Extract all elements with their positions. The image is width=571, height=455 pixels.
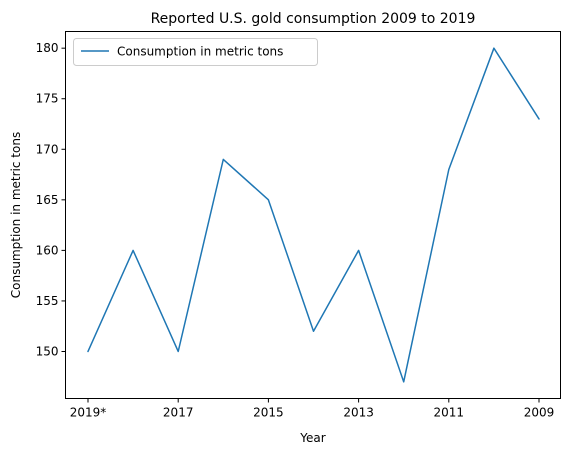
y-axis-label: Consumption in metric tons <box>9 132 23 298</box>
y-tick-label: 180 <box>36 41 59 55</box>
x-tick-label: 2009 <box>524 406 555 420</box>
x-tick-label: 2017 <box>163 406 194 420</box>
legend: Consumption in metric tons <box>73 38 318 66</box>
x-axis-label: Year <box>299 431 325 445</box>
x-tick-label: 2015 <box>253 406 284 420</box>
y-tick-label: 165 <box>36 193 59 207</box>
y-tick-label: 170 <box>36 142 59 156</box>
y-tick-label: 175 <box>36 92 59 106</box>
plot-area <box>87 47 540 383</box>
legend-entry-label: Consumption in metric tons <box>117 45 283 59</box>
chart-title: Reported U.S. gold consumption 2009 to 2… <box>151 11 476 27</box>
x-tick-label: 2011 <box>434 406 465 420</box>
plot-frame <box>65 31 561 399</box>
x-axis: 2019* 2017 2015 2013 2011 2009 <box>70 398 555 420</box>
y-tick-label: 155 <box>36 294 59 308</box>
y-tick-label: 150 <box>36 344 59 358</box>
series-line-0 <box>87 47 540 383</box>
y-axis: 150 155 160 165 170 175 180 <box>36 41 66 358</box>
y-tick-label: 160 <box>36 243 59 257</box>
legend-frame <box>73 38 318 66</box>
x-tick-label: 2013 <box>343 406 374 420</box>
x-tick-label: 2019* <box>70 406 107 420</box>
